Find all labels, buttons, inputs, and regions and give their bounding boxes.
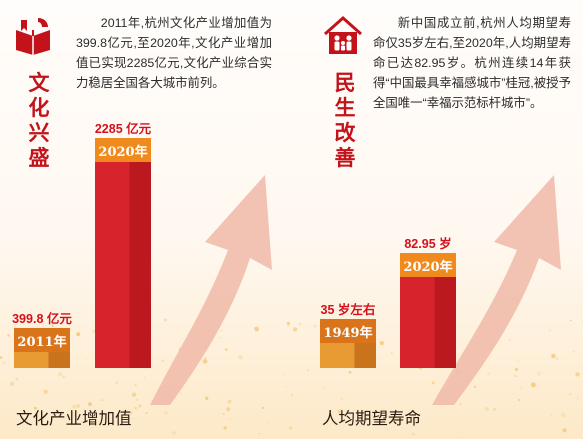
culture-panel: 文化兴盛 2011年,杭州文化产业增加值为399.8亿元,至2020年,文化产业…: [12, 14, 272, 428]
family-house-icon: [322, 14, 364, 56]
bar-culture-bars-0: 2011年: [14, 328, 70, 368]
bar-category-label: 1949年: [320, 319, 376, 343]
bar-life-bars-0: 1949年: [320, 319, 376, 368]
growth-arrow-icon: [150, 175, 272, 405]
culture-description: 2011年,杭州文化产业增加值为399.8亿元,至2020年,文化产业增加值已实…: [76, 16, 272, 90]
livelihood-description: 新中国成立前,杭州人均期望寿命仅35岁左右,至2020年,人均期望寿命已达82.…: [373, 16, 571, 110]
bar-value-label: 399.8 亿元: [12, 312, 72, 326]
livelihood-chart-caption: 人均期望寿命: [322, 409, 421, 428]
bar-culture-bars-1: 2020年: [95, 138, 151, 368]
culture-theme-title: 文化兴盛: [28, 70, 50, 170]
culture-chart-caption: 文化产业增加值: [16, 409, 132, 428]
livelihood-theme-title: 民生改善: [334, 70, 356, 170]
bar-category-label: 2020年: [95, 138, 151, 162]
bar-value-label: 82.95 岁: [404, 237, 452, 251]
growth-arrow-icon: [432, 175, 561, 405]
bar-value-label: 2285 亿元: [94, 122, 152, 136]
bar-value-label: 35 岁左右: [320, 303, 376, 317]
golden-sparkle-decoration: [0, 318, 583, 439]
book-icon: [12, 14, 54, 56]
bar-category-label: 2011年: [14, 328, 70, 352]
bar-life-bars-1: 2020年: [400, 253, 456, 368]
bar-category-label: 2020年: [400, 253, 456, 277]
livelihood-panel: 民生改善 新中国成立前,杭州人均期望寿命仅35岁左右,至2020年,人均期望寿命…: [292, 0, 583, 439]
